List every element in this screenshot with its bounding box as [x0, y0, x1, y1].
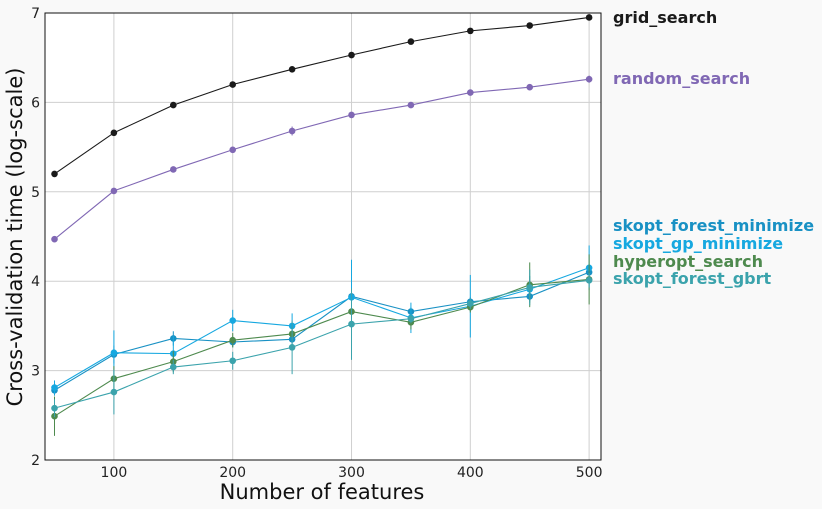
- y-tick-label: 3: [31, 364, 40, 380]
- legend-entry-hyperopt_search: hyperopt_search: [613, 252, 763, 271]
- data-point: [110, 349, 118, 357]
- series-line: [54, 271, 590, 391]
- data-point: [229, 336, 237, 344]
- data-point: [170, 363, 177, 371]
- series-line: [54, 78, 590, 240]
- y-tick-label: 2: [31, 453, 40, 469]
- y-tick-label: 5: [31, 185, 40, 201]
- data-point: [51, 404, 58, 412]
- x-axis-title: Number of features: [220, 480, 425, 504]
- data-point: [229, 317, 237, 324]
- data-point: [110, 388, 118, 396]
- data-point: [467, 300, 474, 307]
- data-point: [51, 384, 58, 391]
- legend-entry-random_search: random_search: [613, 69, 750, 88]
- y-tick-labels: 2 3 4 5 6 7: [31, 6, 40, 469]
- legend-entry-skopt_gp_minimize: skopt_gp_minimize: [613, 234, 783, 253]
- data-point: [467, 27, 474, 35]
- data-point: [110, 129, 118, 137]
- data-point: [585, 277, 593, 284]
- series-random_search: [51, 75, 593, 243]
- data-point: [288, 344, 296, 351]
- legend: grid_search random_search skopt_forest_min…: [613, 8, 814, 288]
- plot-area: [45, 13, 601, 460]
- series-line: [54, 16, 590, 175]
- data-point: [229, 146, 237, 154]
- data-point: [51, 235, 58, 243]
- data-point: [526, 22, 534, 29]
- data-point: [407, 38, 415, 45]
- data-point: [585, 75, 593, 83]
- y-tick-label: 4: [31, 274, 40, 290]
- series-line: [54, 267, 590, 389]
- series-layer: [51, 14, 593, 436]
- data-point: [348, 51, 355, 59]
- legend-entry-skopt_forest_gbrt: skopt_forest_gbrt: [613, 269, 771, 288]
- x-tick-label: 300: [338, 465, 365, 481]
- data-point: [348, 111, 355, 119]
- data-point: [51, 170, 58, 178]
- x-tick-label: 500: [576, 465, 603, 481]
- legend-entry-skopt_forest_minimize: skopt_forest_minimize: [613, 216, 814, 235]
- x-tick-label: 400: [457, 465, 484, 481]
- data-point: [526, 284, 534, 291]
- series-line: [54, 279, 590, 409]
- data-point: [110, 187, 118, 195]
- data-point: [467, 89, 474, 96]
- data-point: [585, 14, 593, 21]
- series-grid_search: [51, 14, 593, 178]
- data-point: [170, 166, 177, 173]
- data-point: [288, 66, 296, 73]
- legend-entry-grid_search: grid_search: [613, 8, 717, 27]
- data-point: [348, 320, 355, 328]
- data-point: [526, 83, 534, 91]
- y-tick-label: 7: [31, 6, 40, 22]
- x-tick-label: 100: [101, 465, 128, 481]
- data-point: [288, 127, 296, 135]
- plot-frame: [44, 12, 602, 461]
- data-point: [407, 315, 415, 323]
- data-point: [407, 101, 415, 109]
- data-point: [229, 81, 237, 88]
- y-axis-title: Cross-validation time (log-scale): [3, 68, 27, 407]
- data-point: [170, 101, 177, 109]
- series-skopt_forest_gbrt: [51, 269, 593, 418]
- data-point: [229, 357, 237, 365]
- x-tick-labels: 100 200 300 400 500: [101, 465, 603, 481]
- x-tick-label: 200: [219, 465, 246, 481]
- y-tick-label: 6: [31, 95, 40, 111]
